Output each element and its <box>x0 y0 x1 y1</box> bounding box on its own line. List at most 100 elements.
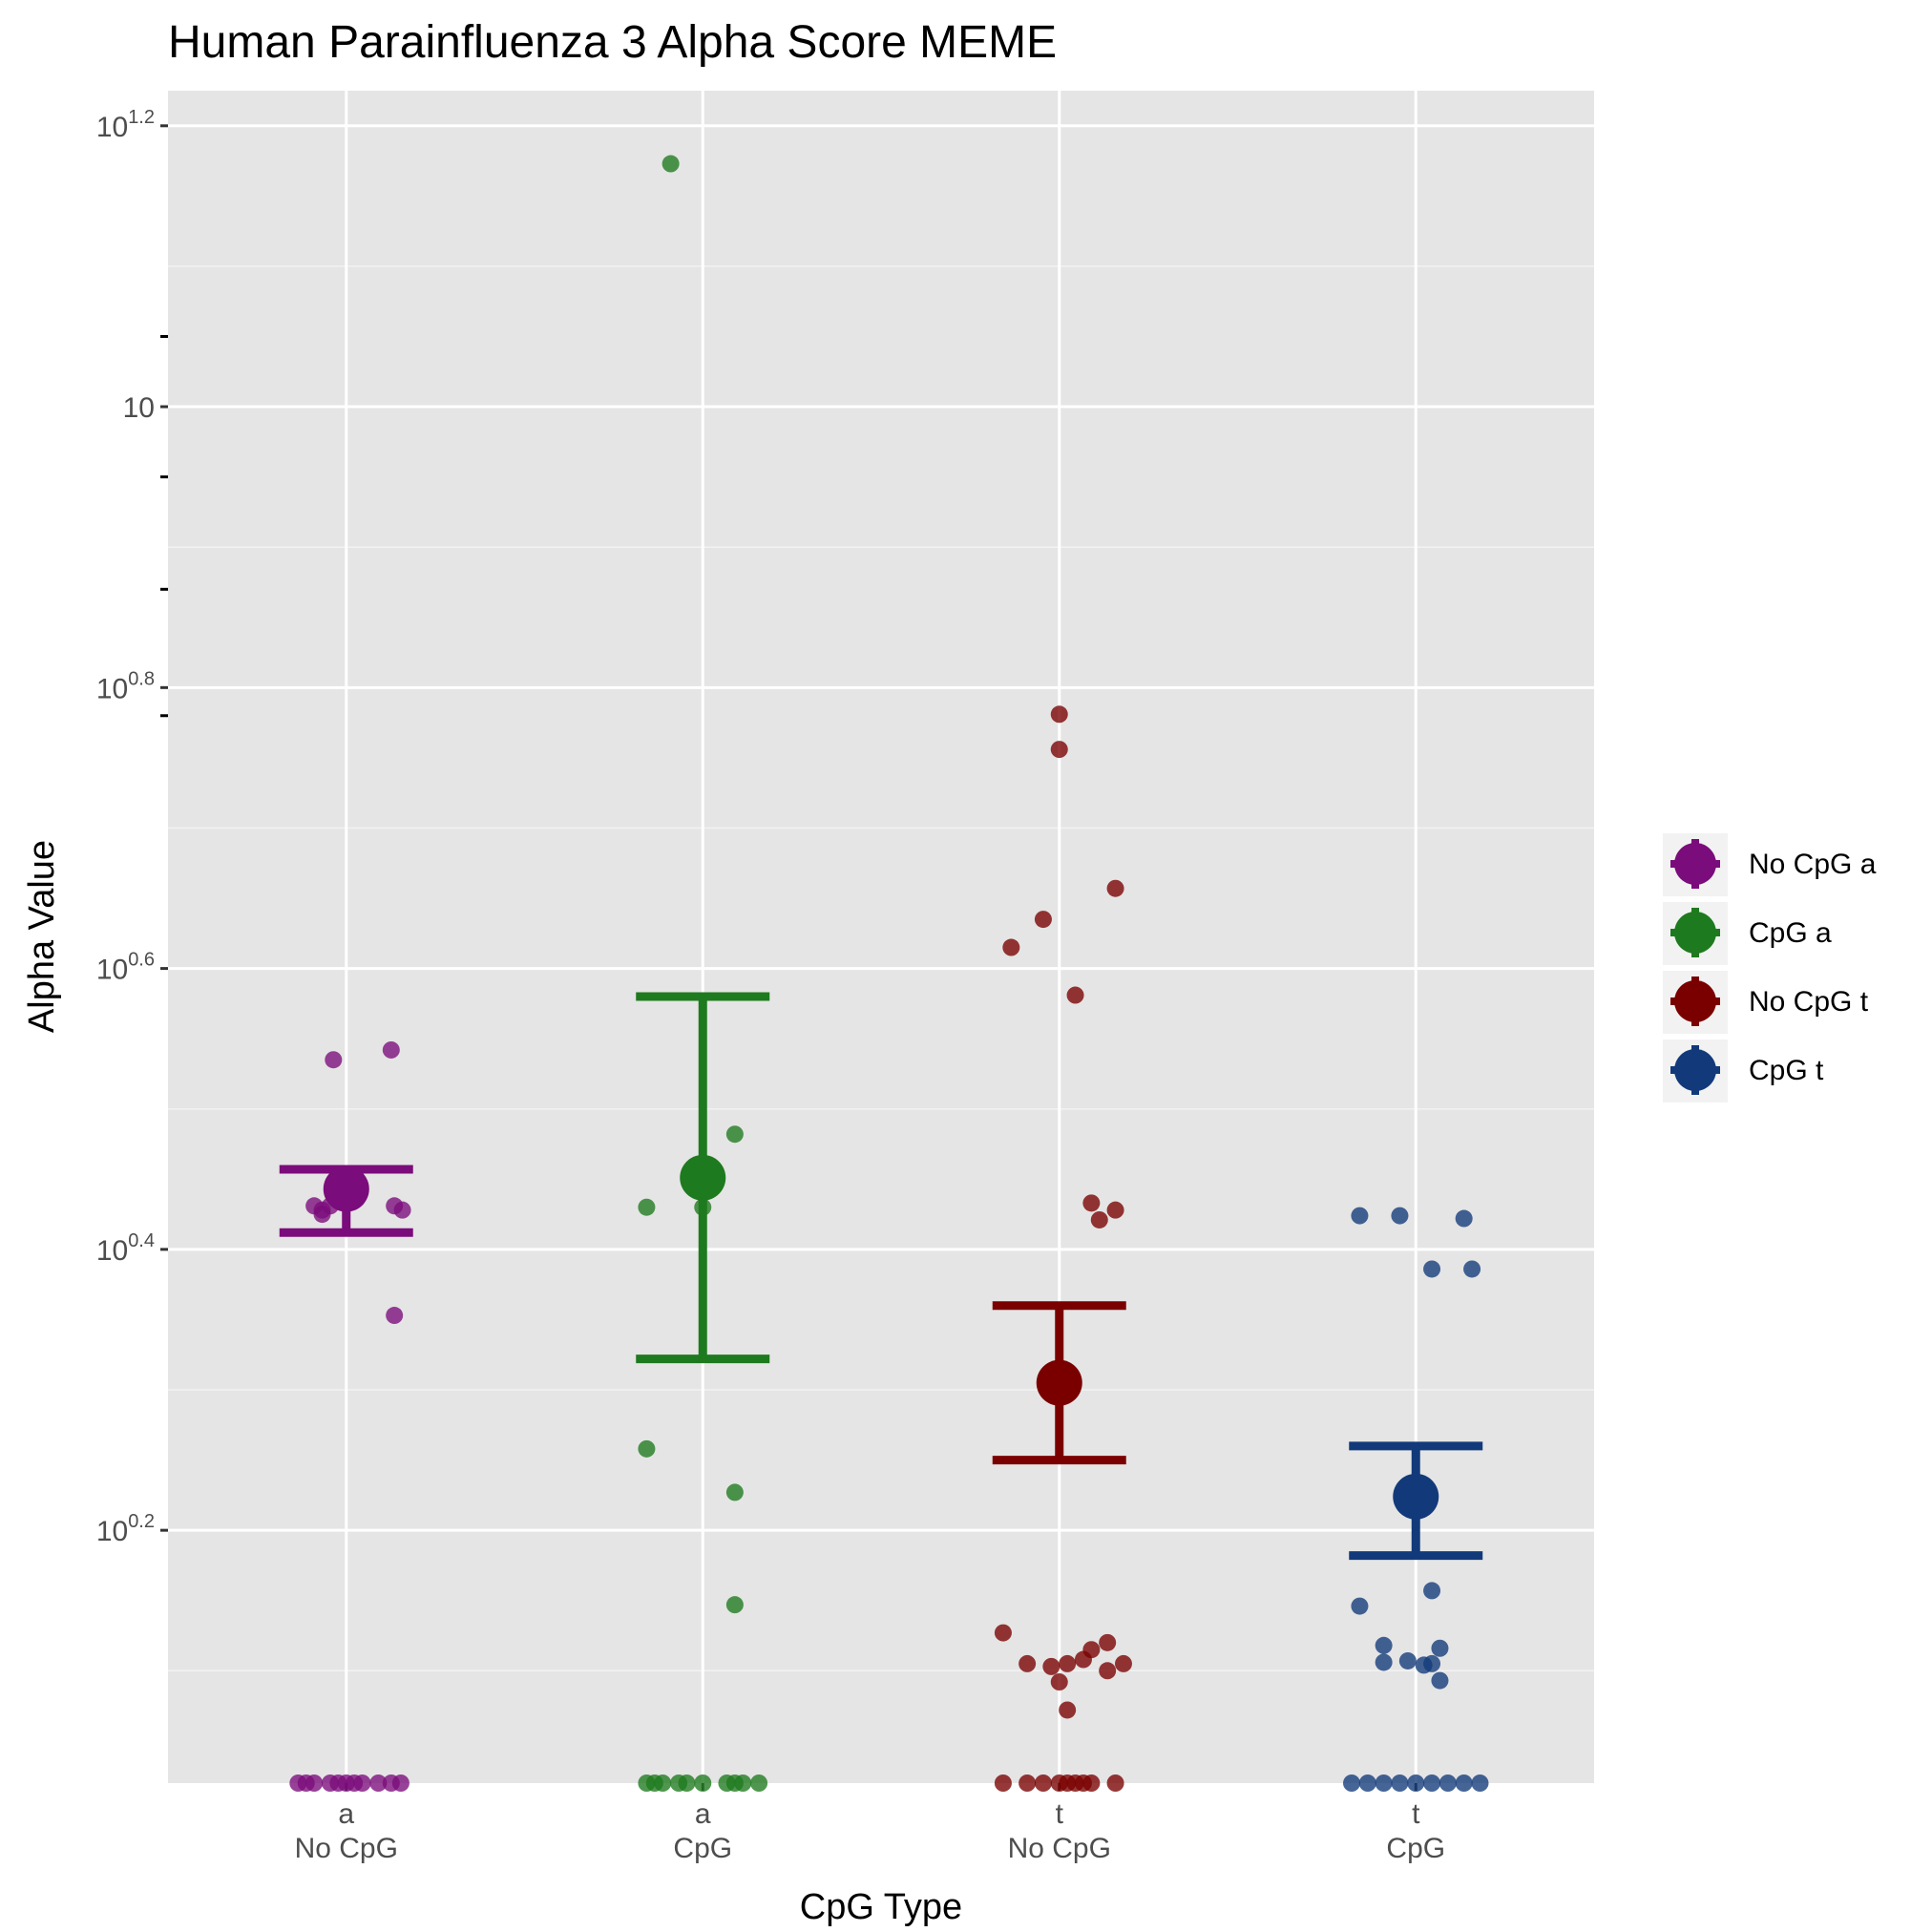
data-point <box>1343 1774 1361 1792</box>
data-point <box>1042 1657 1060 1675</box>
legend-symbol <box>1674 843 1716 885</box>
data-point <box>1050 1673 1068 1691</box>
data-point <box>305 1774 324 1792</box>
data-point <box>1059 1701 1077 1719</box>
data-point <box>1431 1639 1449 1657</box>
data-point <box>1423 1260 1441 1278</box>
x-tick-label-bottom: CpG <box>1386 1833 1445 1864</box>
data-point <box>1407 1774 1425 1792</box>
data-point <box>1375 1636 1393 1654</box>
x-tick-label-bottom: No CpG <box>1008 1833 1111 1864</box>
data-point <box>1114 1654 1132 1672</box>
data-point <box>725 1596 744 1614</box>
x-axis-title: CpG Type <box>800 1887 962 1927</box>
data-point <box>1066 986 1084 1004</box>
data-point <box>1059 1654 1077 1672</box>
y-axis: 100.2 100.4 100.6 100.8 10 101.2 <box>96 107 168 1547</box>
legend-symbol <box>1674 912 1716 954</box>
data-point <box>1351 1207 1369 1225</box>
legend: No CpG a CpG a No CpG t CpG t <box>1663 833 1877 1102</box>
data-point <box>1415 1656 1433 1674</box>
x-tick-label-top: t <box>1412 1798 1420 1830</box>
y-axis-title: Alpha Value <box>22 840 62 1033</box>
data-point <box>725 1483 744 1502</box>
data-point <box>1082 1774 1101 1792</box>
data-point <box>1099 1633 1117 1651</box>
data-point <box>1351 1597 1369 1615</box>
data-point <box>1050 741 1068 759</box>
legend-label: No CpG t <box>1749 986 1869 1018</box>
data-point <box>391 1774 410 1792</box>
legend-symbol <box>1674 1049 1716 1091</box>
legend-label: No CpG a <box>1749 849 1877 880</box>
data-point <box>654 1774 672 1792</box>
data-point <box>1423 1774 1441 1792</box>
data-point <box>369 1774 388 1792</box>
data-point <box>1431 1671 1449 1690</box>
x-tick-label-bottom: No CpG <box>295 1833 398 1864</box>
data-point <box>1471 1774 1489 1792</box>
data-point <box>1106 1201 1124 1219</box>
data-point <box>1423 1582 1441 1600</box>
y-tick-label: 101.2 <box>96 107 155 143</box>
y-tick-label: 100.2 <box>96 1511 155 1547</box>
data-point <box>386 1307 404 1325</box>
data-point <box>1074 1650 1092 1669</box>
x-tick-label-bottom: CpG <box>673 1833 732 1864</box>
data-point <box>1398 1651 1417 1670</box>
plot-panel <box>168 91 1594 1783</box>
data-point <box>1106 879 1124 897</box>
data-point <box>725 1125 744 1144</box>
y-tick-label: 100.4 <box>96 1230 155 1267</box>
data-point <box>994 1774 1012 1792</box>
chart-title: Human Parainfluenza 3 Alpha Score MEME <box>168 17 1057 68</box>
data-point <box>638 1439 656 1458</box>
data-point <box>750 1774 768 1792</box>
legend-symbol <box>1674 980 1716 1022</box>
data-point <box>1375 1653 1393 1671</box>
data-point <box>1106 1774 1124 1792</box>
data-point <box>393 1201 411 1219</box>
mean-point <box>323 1166 369 1212</box>
grid-layer <box>168 91 1594 1783</box>
x-tick-label-top: a <box>695 1798 711 1830</box>
data-point <box>1034 911 1052 929</box>
data-point <box>1375 1774 1393 1792</box>
data-point <box>382 1040 400 1059</box>
data-point <box>678 1774 696 1792</box>
data-point <box>1002 938 1020 956</box>
x-tick-label-top: t <box>1056 1798 1064 1830</box>
y-tick-label: 100.6 <box>96 950 155 986</box>
summary-layer <box>279 992 1483 1561</box>
mean-point <box>1393 1473 1439 1520</box>
data-point <box>1034 1774 1052 1792</box>
data-point <box>1391 1774 1409 1792</box>
data-point <box>1358 1774 1376 1792</box>
data-point <box>1050 705 1068 724</box>
data-point <box>1455 1209 1473 1228</box>
legend-label: CpG a <box>1749 917 1832 949</box>
data-point <box>1082 1194 1101 1212</box>
data-point <box>1455 1774 1473 1792</box>
data-point <box>994 1624 1012 1642</box>
data-point <box>662 155 680 173</box>
data-point <box>1099 1662 1117 1680</box>
mean-point <box>1036 1359 1082 1406</box>
y-tick-label: 100.8 <box>96 668 155 704</box>
data-point <box>1018 1774 1037 1792</box>
legend-label: CpG t <box>1749 1055 1824 1086</box>
data-point <box>1391 1207 1409 1225</box>
data-point <box>1018 1654 1037 1672</box>
y-tick-label: 10 <box>123 392 155 424</box>
data-point <box>353 1774 371 1792</box>
mean-point <box>680 1154 726 1201</box>
data-point <box>313 1206 331 1224</box>
data-point <box>1090 1210 1108 1228</box>
data-point <box>734 1774 752 1792</box>
data-point <box>1463 1260 1481 1278</box>
data-point <box>638 1198 656 1216</box>
data-point <box>694 1774 712 1792</box>
x-tick-label-top: a <box>338 1798 354 1830</box>
